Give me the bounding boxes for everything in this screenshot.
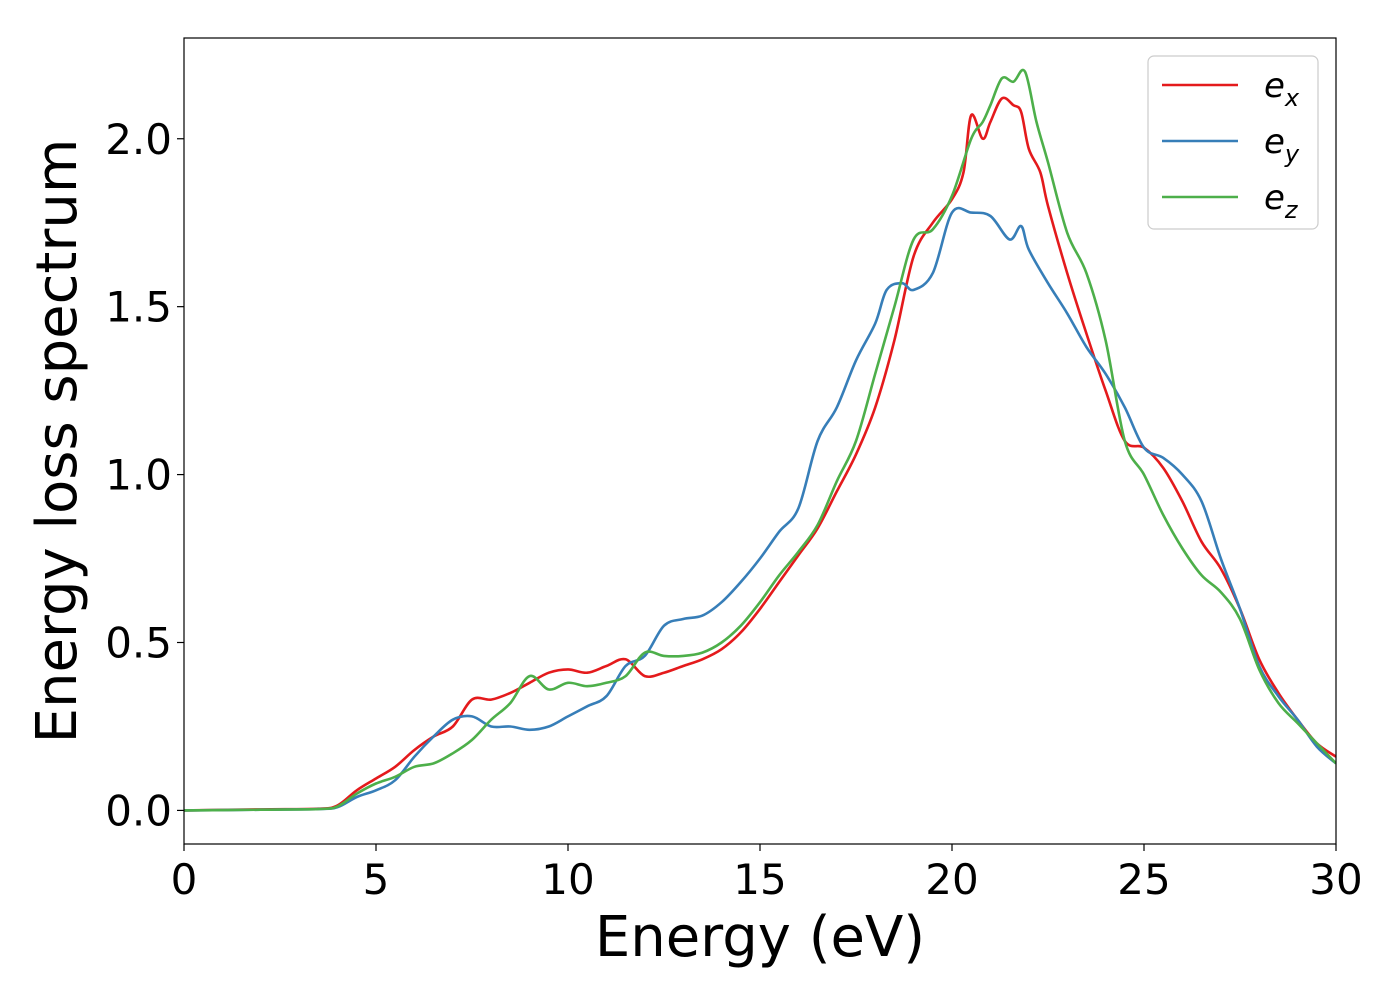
series-layer — [184, 68, 1336, 812]
x-tick-label: 0 — [171, 855, 198, 904]
y-tick-label: 1.0 — [105, 451, 172, 500]
legend-label-e-z: ez — [1264, 178, 1299, 224]
legend: ex ey ez — [1147, 55, 1319, 230]
legend-label-e-y: ey — [1264, 122, 1300, 168]
y-tick-label: 0.0 — [105, 786, 172, 835]
legend-box — [1147, 55, 1319, 230]
y-tick-label: 0.5 — [105, 619, 172, 668]
x-tick-label: 20 — [925, 855, 978, 904]
y-axis: 0.0 0.5 1.0 1.5 2.0 — [105, 115, 184, 835]
y-tick-label: 1.5 — [105, 283, 172, 332]
x-tick-label: 5 — [363, 855, 390, 904]
x-tick-label: 10 — [541, 855, 594, 904]
y-axis-title: Energy loss spectrum — [25, 139, 90, 744]
x-tick-label: 30 — [1309, 855, 1362, 904]
legend-label-e-x: ex — [1264, 66, 1300, 112]
x-axis: 0 5 10 15 20 25 30 — [171, 844, 1363, 904]
series-line-e-z — [184, 68, 1336, 812]
y-tick-label: 2.0 — [105, 115, 172, 164]
x-tick-label: 25 — [1117, 855, 1170, 904]
series-line-e-y — [184, 206, 1336, 812]
x-tick-label: 15 — [733, 855, 786, 904]
x-axis-title: Energy (eV) — [595, 905, 925, 970]
